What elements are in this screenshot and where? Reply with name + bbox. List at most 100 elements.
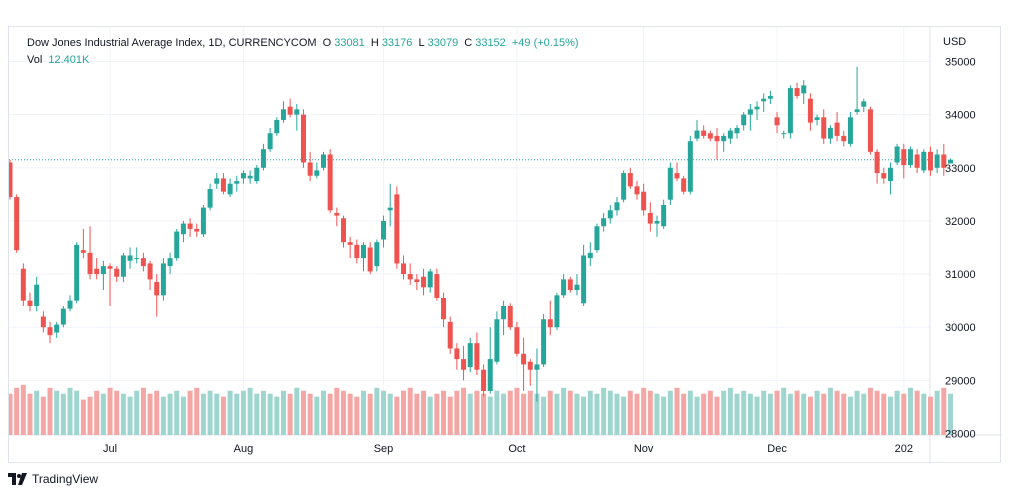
candle-body <box>447 321 453 349</box>
volume-bar <box>894 390 900 435</box>
candle-body <box>287 106 293 115</box>
volume-bar <box>674 387 680 435</box>
candle-body <box>414 279 420 283</box>
candle-body <box>47 327 53 336</box>
volume-legend[interactable]: Vol 12.401K <box>27 53 92 67</box>
candle-body <box>441 297 447 320</box>
volume-bar <box>9 393 13 435</box>
volume-bar <box>267 393 273 435</box>
volume-bar <box>447 396 453 435</box>
candle-body <box>794 88 800 97</box>
close-label: C <box>464 37 473 49</box>
y-tick-label: 32000 <box>945 216 976 228</box>
volume-bar <box>807 396 813 435</box>
candlestick-chart[interactable]: 35000 34000 33000 32000 31000 30000 29000 28000… <box>9 27 1002 464</box>
x-tick-label: Nov <box>634 443 654 455</box>
candle-body <box>687 141 693 192</box>
candle-body <box>401 263 407 275</box>
candle-body <box>40 316 46 328</box>
candle-body <box>174 231 180 259</box>
candle-body <box>874 151 880 174</box>
candle-body <box>787 88 793 134</box>
x-tick-label: Dec <box>767 443 787 455</box>
x-tick-label: Sep <box>374 443 394 455</box>
candle-body <box>307 162 313 176</box>
volume-bar <box>214 393 220 435</box>
candle-body <box>647 212 653 224</box>
candle-body <box>867 109 873 152</box>
candle-body <box>27 300 33 306</box>
candle-body <box>934 154 940 168</box>
volume-bar <box>774 390 780 435</box>
volume-bar <box>374 387 380 435</box>
volume-bar <box>741 390 747 435</box>
candle-body <box>734 127 740 134</box>
volume-bar <box>767 393 773 435</box>
volume-bar <box>501 393 507 435</box>
candle-body <box>180 223 186 235</box>
volume-bar <box>147 393 153 435</box>
volume-bar <box>314 396 320 435</box>
low-label: L <box>418 37 425 49</box>
candle-body <box>421 276 427 288</box>
volume-bar <box>287 393 293 435</box>
volume-bar <box>687 390 693 435</box>
volume-bar <box>547 390 553 435</box>
volume-bar <box>481 393 487 435</box>
volume-bar <box>614 393 620 435</box>
volume-bar <box>907 387 913 435</box>
volume-bar <box>401 390 407 435</box>
volume-bar <box>240 390 246 435</box>
volume-bar <box>747 393 753 435</box>
candle-body <box>9 162 13 198</box>
volume-bar <box>254 393 260 435</box>
volume-bar <box>347 393 353 435</box>
volume-bar <box>701 393 707 435</box>
candle-body <box>187 223 193 229</box>
candle-body <box>621 173 627 200</box>
candle-body <box>547 319 553 328</box>
candle-body <box>527 361 533 370</box>
volume-bar <box>387 393 393 435</box>
volume-bar <box>87 396 93 435</box>
candle-body <box>494 319 500 362</box>
candle-body <box>300 114 306 163</box>
candle-body <box>921 151 927 171</box>
tradingview-logo-icon <box>8 473 27 485</box>
volume-bar <box>514 387 520 435</box>
volume-bar <box>474 390 480 435</box>
volume-bar <box>234 393 240 435</box>
volume-bar <box>40 396 46 435</box>
volume-bar <box>554 393 560 435</box>
volume-bar <box>434 393 440 435</box>
volume-bar <box>841 393 847 435</box>
candle-body <box>247 175 253 179</box>
candle-body <box>100 266 106 275</box>
candle-body <box>754 106 760 110</box>
volume-bar <box>280 390 286 435</box>
volume-bar <box>827 387 833 435</box>
candle-body <box>654 220 660 224</box>
candle-body <box>314 170 320 176</box>
candle-body <box>694 130 700 139</box>
volume-bar <box>187 390 193 435</box>
x-tick-label: Oct <box>508 443 525 455</box>
volume-bar <box>641 387 647 435</box>
volume-bar <box>174 390 180 435</box>
candle-body <box>747 109 753 115</box>
y-tick-label: 31000 <box>945 269 976 281</box>
volume-bar <box>834 390 840 435</box>
symbol-legend[interactable]: Dow Jones Industrial Average Index, 1D, … <box>27 36 582 50</box>
candle-body <box>227 183 233 195</box>
candle-body <box>280 109 286 120</box>
candle-body <box>641 191 647 211</box>
candle-body <box>374 242 380 267</box>
volume-bar <box>134 390 140 435</box>
volume-bar <box>814 390 820 435</box>
tradingview-branding[interactable]: TradingView <box>8 472 98 486</box>
branding-name: TradingView <box>32 472 99 486</box>
volume-bar <box>934 390 940 435</box>
candle-body <box>454 348 460 360</box>
candle-body <box>801 85 807 94</box>
candle-body <box>634 186 640 195</box>
